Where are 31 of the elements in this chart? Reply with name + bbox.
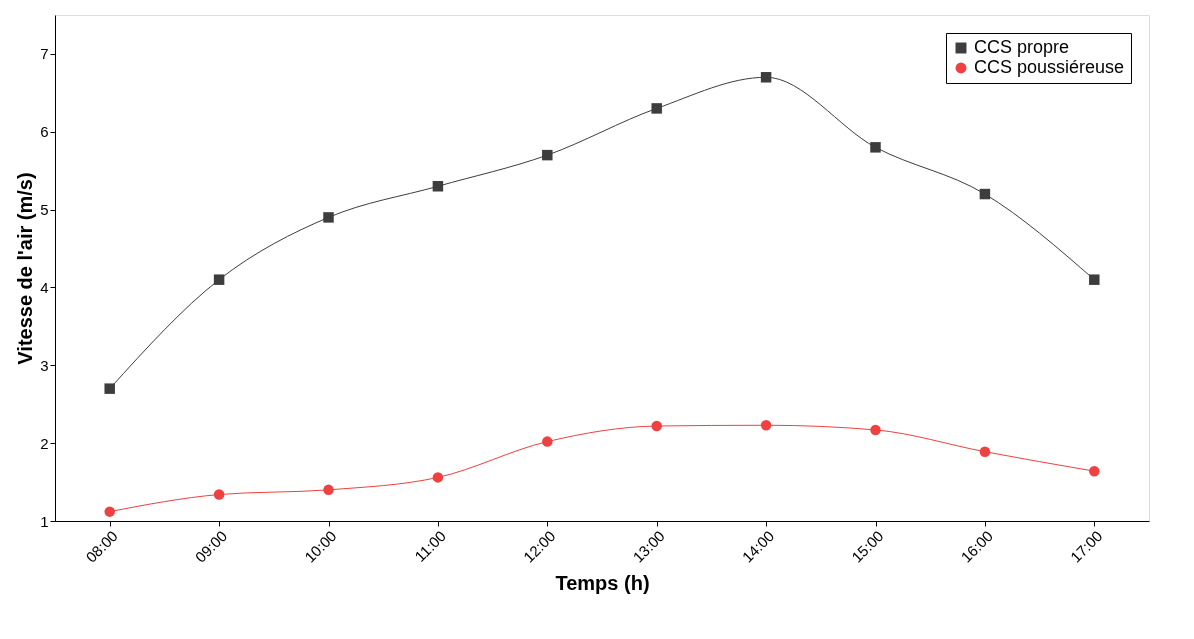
point <box>432 472 444 483</box>
y-tick-label: 7 <box>40 45 49 63</box>
point <box>542 436 553 447</box>
y-tick-label: 6 <box>40 123 49 141</box>
point <box>323 484 334 496</box>
x-axis-title: Temps (h) <box>555 571 650 594</box>
point <box>979 188 991 200</box>
y-tick-label: 2 <box>40 434 49 452</box>
point <box>542 149 553 161</box>
point <box>760 420 772 431</box>
y-tick-label: 3 <box>40 356 49 374</box>
y-tick-label: 4 <box>40 278 49 296</box>
point <box>979 446 991 457</box>
point <box>870 424 881 436</box>
point <box>1089 274 1100 285</box>
legend-label: CCS poussiéreuse <box>974 57 1125 77</box>
point <box>651 420 662 432</box>
point <box>104 383 115 394</box>
point <box>760 72 772 83</box>
legend-label: CCS propre <box>974 37 1070 57</box>
y-tick-label: 5 <box>40 201 49 219</box>
point <box>1089 465 1100 477</box>
y-axis-title: Vitesse de l'air (m/s) <box>14 172 37 365</box>
point <box>213 489 225 500</box>
point <box>870 142 881 153</box>
point <box>104 506 115 517</box>
point <box>432 181 444 192</box>
y-tick-label: 1 <box>40 512 49 530</box>
point <box>213 274 225 285</box>
point <box>323 212 334 223</box>
point <box>651 103 662 114</box>
